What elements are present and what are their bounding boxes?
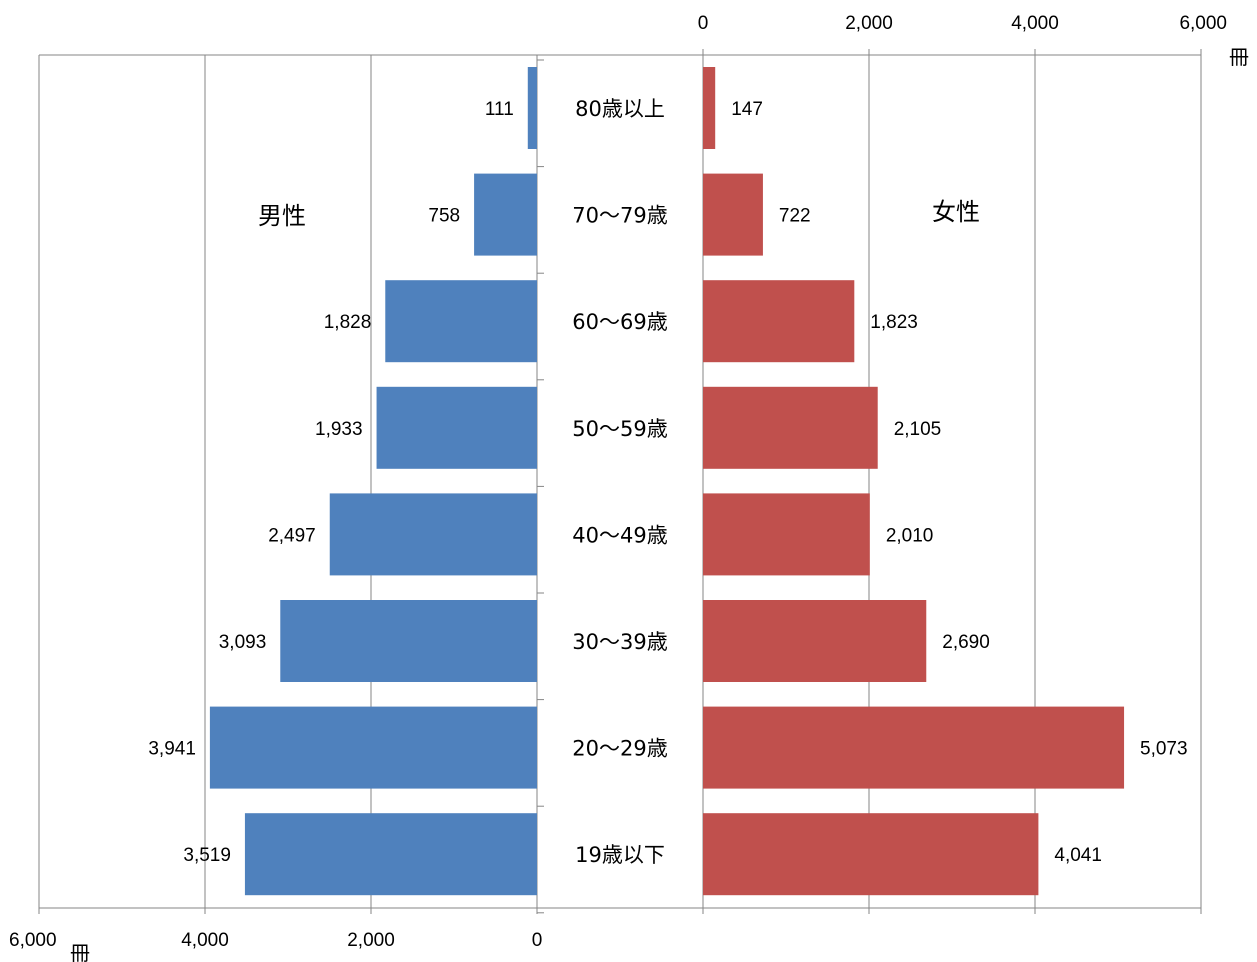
female-value-label: 2,105 xyxy=(894,419,942,440)
left-axis-tick-label: 6,000 xyxy=(9,930,57,951)
female-bar xyxy=(703,280,855,363)
female-bar xyxy=(703,813,1039,896)
category-label: 80歳以上 xyxy=(575,97,665,121)
category-label: 70〜79歳 xyxy=(572,204,667,228)
category-label: 40〜49歳 xyxy=(572,523,667,547)
male-bar xyxy=(244,813,537,896)
male-bar xyxy=(527,67,537,149)
bars xyxy=(209,67,1125,896)
female-bar xyxy=(703,173,763,256)
male-value-label: 111 xyxy=(485,99,514,120)
female-value-label: 722 xyxy=(779,206,811,227)
right-axis-tick-label: 6,000 xyxy=(1179,13,1227,34)
female-value-label: 5,073 xyxy=(1140,739,1188,760)
category-label: 20〜29歳 xyxy=(572,737,667,761)
right-axis-tick-label: 4,000 xyxy=(1011,13,1059,34)
left-axis-unit: 冊 xyxy=(70,941,90,962)
category-label: 19歳以下 xyxy=(575,843,665,867)
male-bar xyxy=(280,600,537,682)
category-label: 30〜39歳 xyxy=(572,630,667,654)
male-value-label: 2,497 xyxy=(268,525,316,546)
female-bar xyxy=(703,493,870,576)
category-label: 50〜59歳 xyxy=(572,417,667,441)
category-label: 60〜69歳 xyxy=(572,310,667,334)
left-axis-tick-label: 2,000 xyxy=(347,930,395,951)
male-series-label: 男性 xyxy=(258,202,306,230)
female-bar xyxy=(703,600,927,682)
male-bar xyxy=(329,493,537,576)
male-bar xyxy=(376,386,537,469)
female-bar xyxy=(703,706,1125,789)
female-series-label: 女性 xyxy=(932,198,980,226)
left-axis-tick-label: 4,000 xyxy=(181,930,229,951)
male-value-label: 1,828 xyxy=(324,312,372,333)
male-value-label: 3,941 xyxy=(148,739,196,760)
female-bar xyxy=(703,67,716,149)
right-axis-tick-label: 0 xyxy=(698,13,709,34)
male-value-label: 758 xyxy=(428,206,460,227)
right-axis-unit: 冊 xyxy=(1229,45,1249,69)
female-value-label: 4,041 xyxy=(1054,845,1102,866)
left-axis-tick-label: 0 xyxy=(532,930,543,951)
male-value-label: 1,933 xyxy=(315,419,363,440)
male-value-label: 3,093 xyxy=(219,632,267,653)
male-value-label: 3,519 xyxy=(183,845,231,866)
female-value-label: 147 xyxy=(731,99,763,120)
axes xyxy=(39,54,1201,914)
female-value-label: 1,823 xyxy=(870,312,918,333)
male-bar xyxy=(209,706,537,789)
female-value-label: 2,690 xyxy=(942,632,990,653)
male-bar xyxy=(474,173,537,256)
male-bar xyxy=(385,280,537,363)
female-bar xyxy=(703,386,878,469)
female-value-label: 2,010 xyxy=(886,525,934,546)
right-axis-tick-label: 2,000 xyxy=(845,13,893,34)
